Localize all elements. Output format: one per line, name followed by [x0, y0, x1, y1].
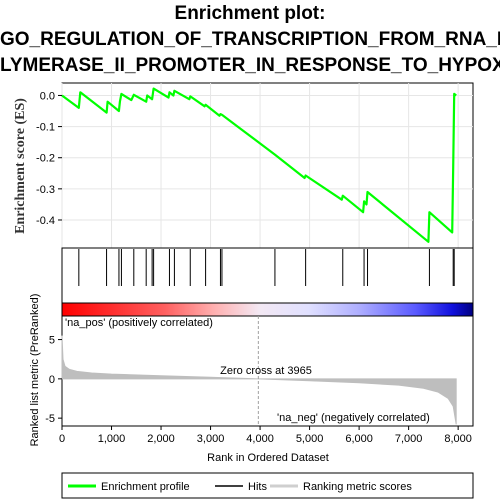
- x-tick-label: 2,000: [147, 433, 175, 445]
- es-y-tick-label: -0.1: [36, 122, 55, 134]
- x-tick-label: 3,000: [197, 433, 225, 445]
- rank-y-tick-label: 0: [49, 374, 55, 386]
- x-tick-label: 7,000: [395, 433, 423, 445]
- legend-hits-label: Hits: [248, 481, 267, 493]
- legend-ranking-label: Ranking metric scores: [303, 481, 412, 493]
- x-tick-label: 1,000: [98, 433, 126, 445]
- positive-correlation-label: 'na_pos' (positively correlated): [65, 317, 213, 329]
- hits-layer: [78, 249, 455, 286]
- es-panel-frame: [61, 82, 474, 249]
- es-gridlines: [61, 83, 473, 248]
- plot-title-line-1: Enrichment plot:: [174, 3, 326, 24]
- plot-title-line-3: LYMERASE_II_PROMOTER_IN_RESPONSE_TO_HYPO…: [0, 55, 500, 76]
- negative-correlation-label: 'na_neg' (negatively correlated): [277, 412, 430, 424]
- hits-panel-frame: [61, 247, 474, 304]
- zero-cross-label: Zero cross at 3965: [220, 365, 312, 377]
- x-tick-label: 6,000: [345, 433, 373, 445]
- rank-y-tick-label: 5: [49, 335, 55, 347]
- es-y-tick-label: -0.2: [36, 153, 55, 165]
- legend: Enrichment profile Hits Ranking metric s…: [61, 472, 474, 499]
- enrichment-profile-line: [61, 87, 457, 243]
- x-tick-label: 8,000: [444, 433, 472, 445]
- rank-layer: [61, 316, 457, 426]
- es-y-tick-label: -0.4: [36, 215, 55, 227]
- ranking-color-bar: [61, 302, 474, 317]
- rank-x-axis-label: Rank in Ordered Dataset: [207, 452, 329, 464]
- legend-frame: [61, 472, 474, 499]
- es-y-tick-label: -0.3: [36, 184, 55, 196]
- axes-layer: 0.0 -0.1 -0.2 -0.3 -0.4 5 0 -5 0 1,000 2,000 3,000 4…: [36, 90, 472, 445]
- x-tick-label: 4,000: [246, 433, 274, 445]
- es-layer: [61, 87, 457, 243]
- es-y-tick-label: 0.0: [40, 90, 55, 102]
- rank-panel-frame: [61, 315, 474, 427]
- rank-y-axis-label: Ranked list metric (PreRanked): [29, 294, 41, 447]
- plot-title-line-2: GO_REGULATION_OF_TRANSCRIPTION_FROM_RNA_…: [0, 29, 500, 50]
- x-tick-label: 5,000: [296, 433, 324, 445]
- es-y-axis-label: Enrichment score (ES): [13, 98, 28, 234]
- legend-enrichment-label: Enrichment profile: [101, 481, 190, 493]
- x-tick-label: 0: [59, 433, 65, 445]
- rank-y-tick-label: -5: [45, 413, 55, 425]
